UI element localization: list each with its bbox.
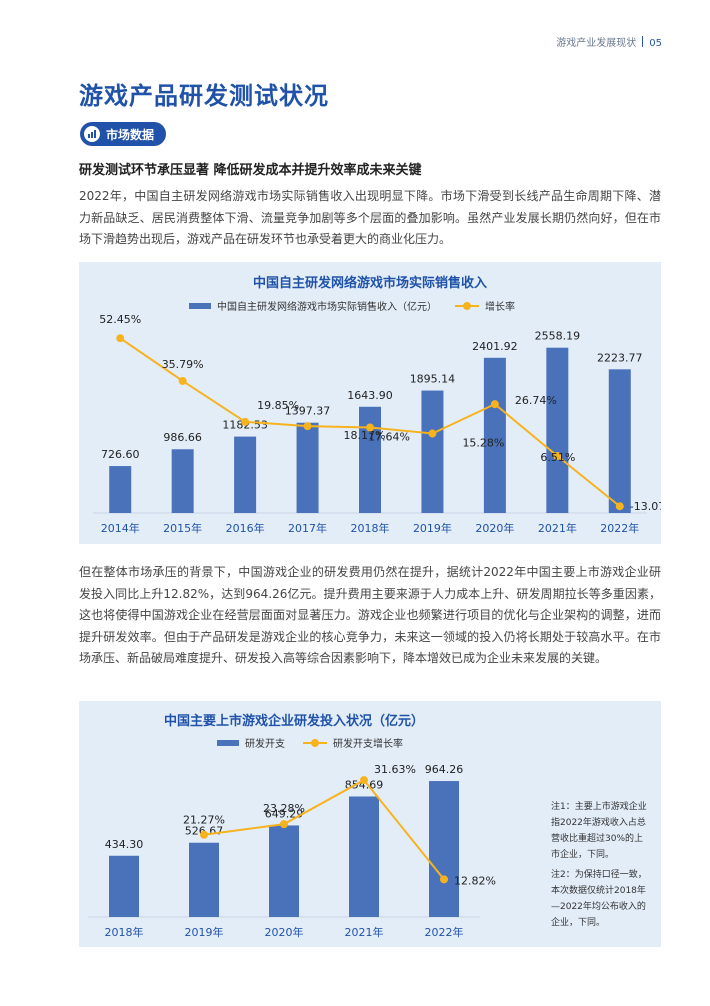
chart2-title: 中国主要上市游戏企业研发投入状况（亿元）	[164, 714, 425, 729]
page-title: 游戏产品研发测试状况	[79, 82, 329, 110]
growth-value-label: 17.64%	[368, 430, 410, 443]
x-tick-label: 2021年	[345, 925, 384, 939]
section-badge: 市场数据	[80, 122, 167, 146]
bar	[349, 796, 379, 917]
growth-point	[440, 875, 448, 884]
bar	[546, 347, 569, 513]
chart-icon	[84, 126, 100, 142]
bar	[171, 449, 194, 513]
growth-point	[360, 776, 368, 785]
bar-value-label: 649.29	[265, 807, 304, 820]
growth-value-label: 19.85%	[257, 399, 299, 412]
x-tick-label: 2015年	[163, 521, 202, 535]
legend-bar-swatch	[189, 302, 211, 309]
section-subheading: 研发测试环节承压显著 降低研发成本并提升效率成未来关键	[79, 163, 422, 178]
chart2-legend: 研发开支 研发开支增长率	[217, 735, 403, 750]
chart1-title: 中国自主研发网络游戏市场实际销售收入	[252, 276, 487, 291]
page-number: 05	[649, 38, 662, 49]
growth-point	[553, 452, 562, 461]
growth-value-label: 23.28%	[263, 802, 305, 815]
bar-value-label: 1895.14	[410, 373, 456, 386]
x-tick-label: 2014年	[101, 521, 140, 535]
x-tick-label: 2022年	[600, 521, 639, 535]
x-tick-label: 2020年	[265, 925, 304, 939]
bar	[483, 357, 506, 513]
growth-value-label: 52.45%	[99, 313, 141, 326]
bar-value-label: 726.60	[101, 448, 140, 461]
x-tick-label: 2018年	[105, 925, 144, 939]
growth-point	[178, 376, 187, 385]
note-2: 注2：为保持口径一致，本次数据仅统计2018年—2022年均公布收入的企业，下同…	[551, 870, 647, 928]
x-tick-label: 2022年	[425, 925, 464, 939]
bar-value-label: 434.30	[105, 838, 144, 851]
growth-value-label: 18.17%	[344, 429, 386, 442]
growth-line	[203, 778, 445, 880]
bar	[189, 842, 219, 917]
growth-value-label: 12.82%	[454, 874, 496, 887]
legend-bar-label: 研发开支	[245, 739, 285, 750]
badge-label: 市场数据	[106, 127, 155, 142]
note-1: 注1：主要上市游戏企业指2022年游戏收入占总营收比重超过30%的上市企业，下同…	[551, 802, 647, 860]
section-name: 游戏产业发展现状	[556, 38, 637, 49]
bar	[109, 855, 139, 917]
rd-investment-chart: 中国主要上市游戏企业研发投入状况（亿元） 研发开支 研发开支增长率 434.30…	[79, 701, 661, 947]
bar	[429, 781, 459, 917]
page-header: 游戏产业发展现状 05	[556, 34, 662, 49]
legend-line-label: 增长率	[485, 302, 515, 313]
x-tick-label: 2019年	[185, 925, 224, 939]
legend-bar-label: 中国自主研发网络游戏市场实际销售收入（亿元）	[217, 302, 437, 313]
bar-value-label: 2223.77	[597, 351, 643, 364]
growth-point	[200, 830, 208, 839]
x-tick-label: 2018年	[351, 521, 390, 535]
bar-value-label: 854.69	[345, 778, 384, 791]
chart1-legend: 中国自主研发网络游戏市场实际销售收入（亿元） 增长率	[189, 298, 515, 313]
growth-point	[303, 422, 312, 431]
bar	[109, 466, 132, 513]
bar	[359, 406, 381, 513]
x-tick-label: 2020年	[475, 521, 514, 535]
legend-line-label: 研发开支增长率	[333, 739, 403, 750]
rd-paragraph: 但在整体市场承压的背景下，中国游戏企业的研发费用仍然在提升，据统计2022年中国…	[79, 565, 661, 665]
bar-value-label: 1397.37	[285, 405, 331, 418]
intro-paragraph: 2022年，中国自主研发网络游戏市场实际销售收入出现明显下降。市场下滑受到长线产…	[79, 189, 661, 246]
bar	[421, 390, 444, 513]
growth-point	[241, 417, 250, 426]
growth-point	[116, 334, 125, 343]
growth-value-label: 31.63%	[374, 763, 416, 776]
bar	[608, 369, 631, 513]
x-tick-label: 2021年	[538, 521, 577, 535]
legend-bar-swatch	[217, 739, 239, 746]
x-tick-label: 2019年	[413, 521, 452, 535]
sales-revenue-chart: 中国自主研发网络游戏市场实际销售收入 中国自主研发网络游戏市场实际销售收入（亿元…	[79, 262, 661, 544]
growth-point	[280, 820, 288, 829]
bar-value-label: 1643.90	[347, 389, 393, 402]
chart2-plot: 434.302018年526.672019年649.292020年854.692…	[88, 763, 496, 939]
growth-point	[428, 429, 437, 438]
x-tick-label: 2017年	[288, 521, 327, 535]
bar-value-label: 986.66	[163, 431, 202, 444]
growth-value-label: 35.79%	[162, 358, 204, 371]
growth-value-label: 15.28%	[462, 437, 504, 450]
bar	[269, 825, 299, 917]
header-divider	[642, 36, 644, 47]
legend-line-swatch	[455, 301, 479, 310]
growth-value-label: -13.07%	[630, 500, 661, 513]
growth-point	[490, 400, 499, 409]
growth-value-label: 6.51%	[540, 451, 575, 464]
growth-value-label: 21.27%	[183, 814, 225, 827]
growth-point	[366, 423, 374, 432]
bar	[234, 436, 257, 513]
bar	[296, 422, 319, 513]
x-tick-label: 2016年	[226, 521, 265, 535]
chart1-plot: 726.602014年986.662015年1182.532016年1397.3…	[93, 313, 661, 535]
growth-point	[615, 502, 624, 511]
bar-value-label: 2558.19	[535, 330, 581, 343]
growth-value-label: 26.74%	[515, 394, 557, 407]
bar-value-label: 964.26	[425, 763, 464, 776]
legend-line-swatch	[303, 738, 327, 747]
bar-value-label: 2401.92	[472, 340, 518, 353]
